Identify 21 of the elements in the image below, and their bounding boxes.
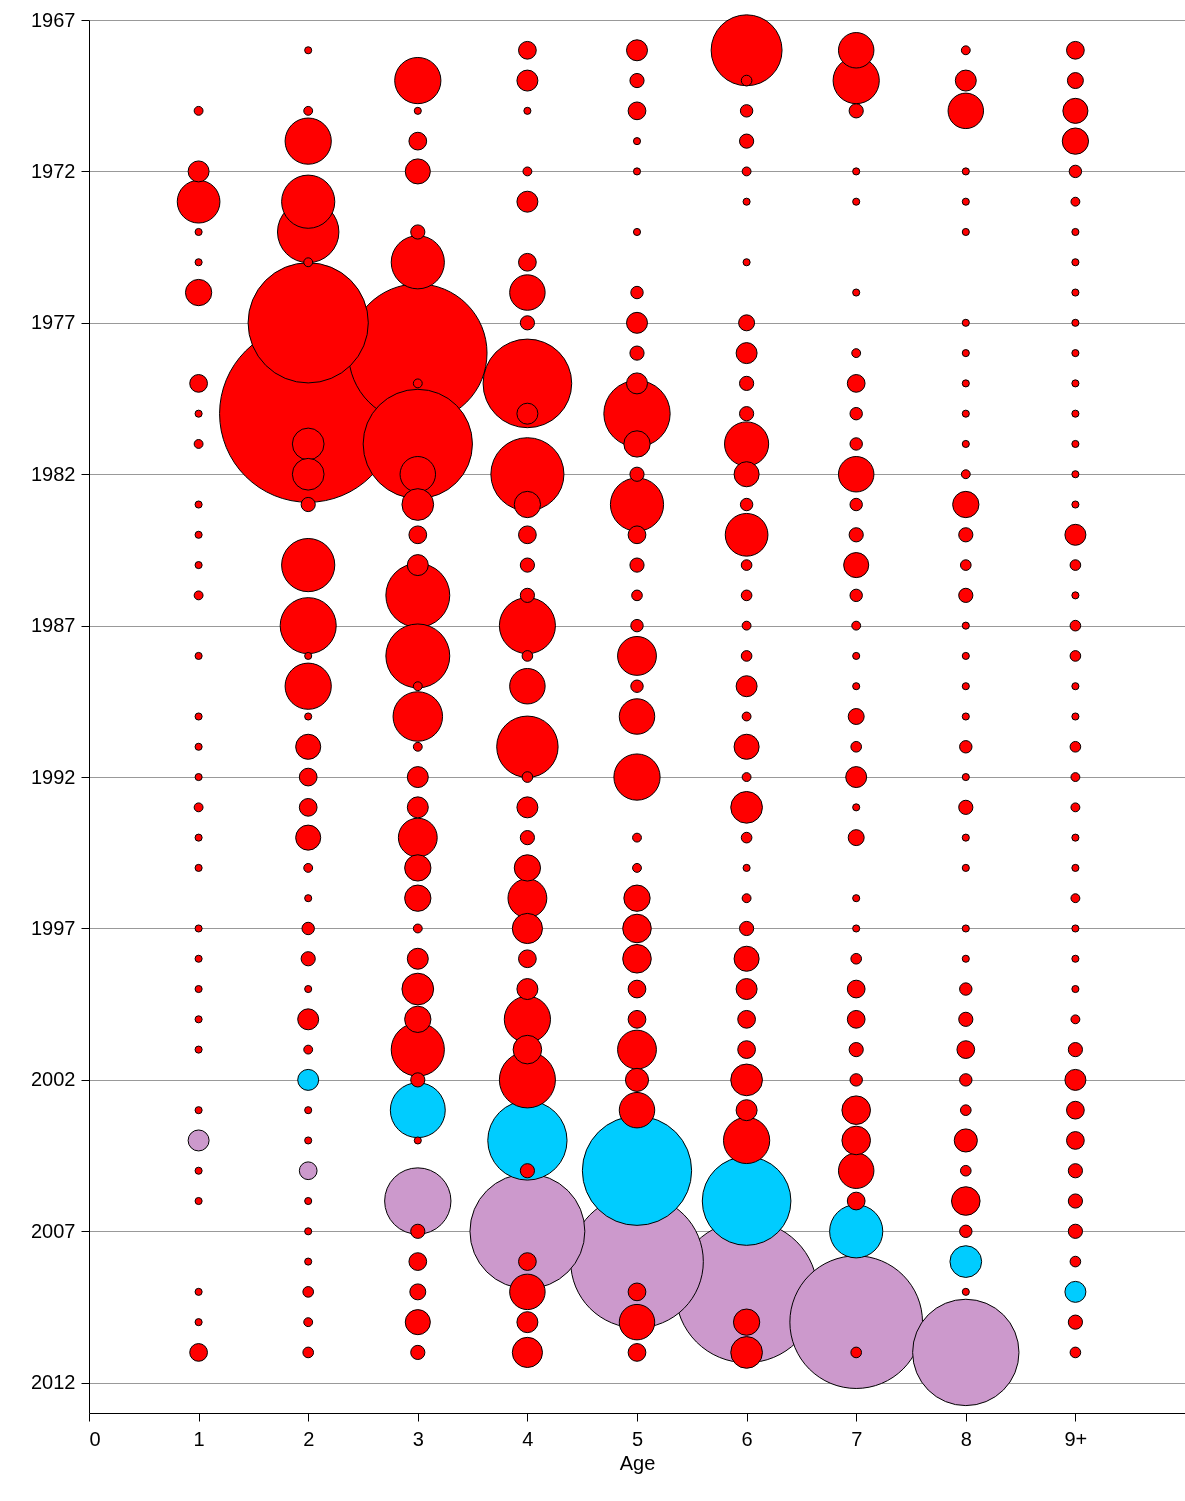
x-tick-label: 0 <box>89 1427 101 1450</box>
x-tick-label: 8 <box>960 1427 972 1450</box>
y-tick-label: 1997 <box>31 916 76 939</box>
x-tick-label: 1 <box>193 1427 205 1450</box>
y-tick-label: 2007 <box>31 1219 76 1242</box>
x-tick-label: 7 <box>851 1427 863 1450</box>
x-tick-label: 6 <box>741 1427 753 1450</box>
x-tick-label: 2 <box>303 1427 315 1450</box>
x-tick-label: 4 <box>522 1427 534 1450</box>
y-tick-label: 1982 <box>31 462 76 485</box>
y-tick-label: 1967 <box>31 8 76 31</box>
x-tick-label: 9+ <box>1064 1427 1088 1450</box>
y-tick-label: 1977 <box>31 311 76 334</box>
y-tick-label: 2002 <box>31 1068 76 1091</box>
x-tick-label: 3 <box>412 1427 424 1450</box>
x-axis-title: Age <box>619 1451 656 1474</box>
y-tick-label: 1987 <box>31 614 76 637</box>
y-tick-label: 2012 <box>31 1371 76 1394</box>
y-tick-label: 1972 <box>31 159 76 182</box>
x-tick-label: 5 <box>631 1427 644 1450</box>
y-tick-label: 1992 <box>31 765 76 788</box>
